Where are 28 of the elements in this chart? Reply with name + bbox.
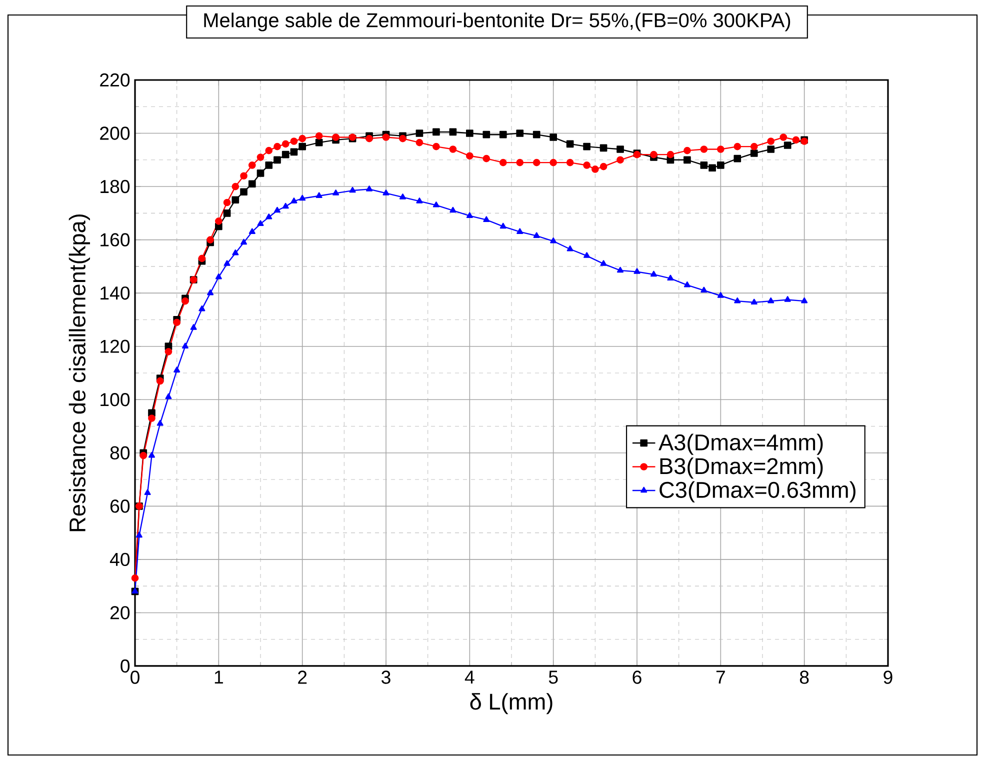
legend-label: C3(Dmax=0.63mm) (660, 481, 856, 502)
y-tick-label: 200 (100, 126, 130, 140)
y-tick-label: 60 (110, 500, 130, 513)
legend-label: A3(Dmax=4mm) (658, 434, 823, 455)
x-axis-title: δ L(mm) (470, 693, 552, 714)
x-tick-label: 7 (716, 670, 725, 684)
legend-label: B3(Dmax=2mm) (660, 458, 823, 479)
x-tick-label: 2 (298, 670, 307, 684)
y-tick-label: 40 (110, 552, 130, 566)
x-tick-label: 4 (464, 670, 474, 684)
y-tick-label: 140 (100, 286, 130, 300)
x-tick-label: 3 (382, 670, 390, 684)
y-tick-label: 120 (100, 340, 130, 353)
y-tick-label: 220 (100, 73, 130, 87)
y-tick-label: 0 (120, 659, 130, 673)
y-axis-title: Resistance de cisaillement(kpa) (68, 214, 90, 532)
x-tick-label: 1 (214, 670, 223, 684)
y-tick-label: 160 (100, 233, 130, 246)
x-tick-label: 8 (800, 670, 809, 684)
x-tick-label: 9 (884, 670, 892, 684)
y-tick-label: 100 (100, 393, 130, 406)
x-tick-label: 5 (548, 670, 558, 684)
chart-title: Melange sable de Zemmouri-bentonite Dr= 55%,(FB=0% 300KPA) (204, 12, 790, 32)
y-tick-label: 80 (110, 446, 130, 460)
x-tick-label: 6 (632, 670, 642, 684)
y-tick-label: 180 (100, 180, 130, 194)
y-tick-label: 20 (110, 606, 130, 620)
x-tick-label: 0 (130, 670, 140, 684)
